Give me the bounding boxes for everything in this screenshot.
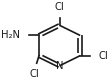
Text: H₂N: H₂N [1,30,20,40]
Text: N: N [56,61,63,71]
Text: Cl: Cl [55,2,64,12]
Text: Cl: Cl [30,69,40,79]
Text: Cl: Cl [99,51,109,61]
